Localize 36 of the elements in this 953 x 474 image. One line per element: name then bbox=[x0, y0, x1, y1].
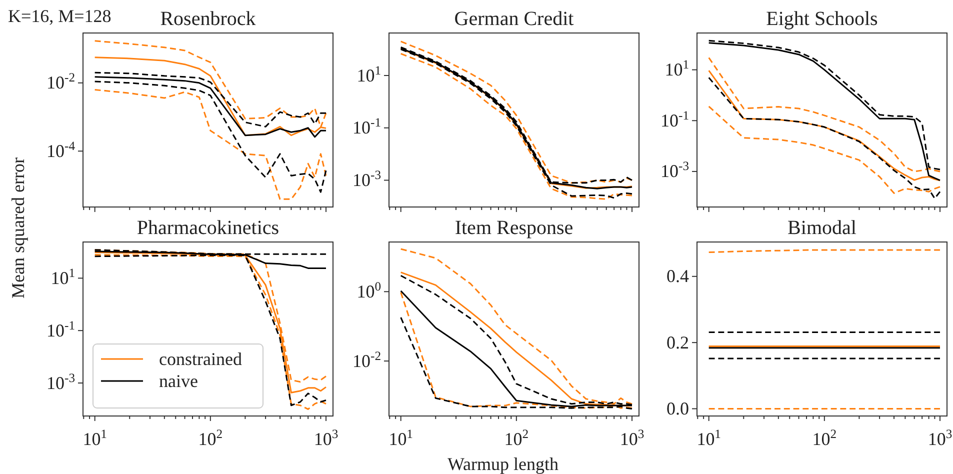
y-tick-label: 10$^{-3}$ bbox=[352, 168, 381, 190]
chart-title: Item Response bbox=[454, 217, 574, 239]
y-tick-label: 10$^{-3}$ bbox=[46, 370, 75, 393]
text: K=16, M=128 bbox=[8, 6, 112, 26]
y-tick-label: 0.2 bbox=[666, 332, 689, 352]
x-tick-label: 10$^{1}$ bbox=[696, 426, 721, 449]
y-tick-label: 10$^{-1}$ bbox=[46, 318, 75, 340]
y-tick-label: 10$^{-2}$ bbox=[46, 70, 75, 93]
chart-title: Rosenbrock bbox=[160, 8, 256, 30]
y-axis-title: Mean squared error bbox=[8, 158, 28, 298]
x-tick-label: 10$^{3}$ bbox=[928, 426, 952, 449]
x-tick-label: 10$^{3}$ bbox=[314, 426, 338, 449]
x-axis-title: Warmup length bbox=[447, 454, 559, 474]
x-tick-label: 10$^{2}$ bbox=[812, 426, 837, 449]
x-tick-label: 10$^{2}$ bbox=[504, 426, 529, 449]
x-tick-label: 10$^{2}$ bbox=[198, 426, 223, 449]
y-tick-label: 10$^{-2}$ bbox=[352, 348, 381, 371]
x-tick-label: 10$^{1}$ bbox=[82, 426, 107, 449]
y-tick-label: 10$^{1}$ bbox=[50, 266, 75, 288]
y-tick-label: 10$^{-3}$ bbox=[660, 159, 689, 182]
chart-title: Bimodal bbox=[788, 217, 857, 239]
legend-label: constrained bbox=[159, 349, 242, 369]
chart-title: Pharmacokinetics bbox=[136, 217, 280, 239]
x-tick-label: 10$^{1}$ bbox=[388, 426, 413, 449]
y-tick-label: 10$^{-1}$ bbox=[352, 116, 381, 138]
x-tick-label: 10$^{3}$ bbox=[620, 426, 644, 449]
y-tick-label: 10$^{-1}$ bbox=[660, 108, 689, 130]
y-tick-label: 10$^{0}$ bbox=[356, 279, 381, 302]
chart-title: Eight Schools bbox=[766, 8, 878, 30]
legend-label: naive bbox=[159, 371, 198, 391]
y-tick-label: 10$^{-4}$ bbox=[46, 138, 76, 161]
y-tick-label: 0.4 bbox=[666, 266, 689, 286]
y-tick-label: 0.0 bbox=[666, 398, 689, 418]
y-tick-label: 10$^{1}$ bbox=[664, 58, 689, 80]
y-tick-label: 10$^{1}$ bbox=[356, 63, 381, 86]
chart-title: German Credit bbox=[454, 8, 574, 30]
